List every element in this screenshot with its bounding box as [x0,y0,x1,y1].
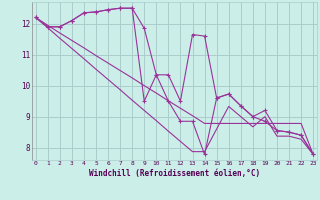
X-axis label: Windchill (Refroidissement éolien,°C): Windchill (Refroidissement éolien,°C) [89,169,260,178]
